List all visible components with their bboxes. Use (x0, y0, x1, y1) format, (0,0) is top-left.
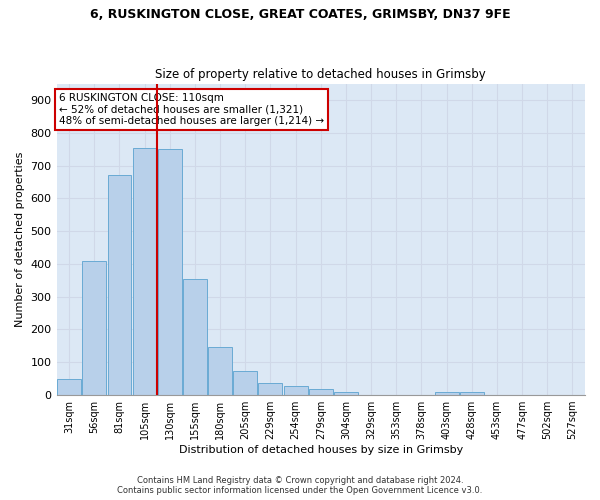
Bar (158, 149, 182, 395)
X-axis label: Distribution of detached houses by size in Grimsby: Distribution of detached houses by size … (179, 445, 463, 455)
Bar (259, 383, 283, 395)
Bar (183, 278, 207, 395)
Y-axis label: Number of detached properties: Number of detached properties (15, 152, 25, 327)
Text: 6 RUSKINGTON CLOSE: 110sqm
← 52% of detached houses are smaller (1,321)
48% of s: 6 RUSKINGTON CLOSE: 110sqm ← 52% of deta… (59, 93, 325, 126)
Bar (460, 392, 484, 395)
Bar (434, 392, 458, 395)
Bar (233, 372, 257, 395)
Bar (82, 260, 106, 395)
Bar (107, 176, 131, 395)
Bar (133, 148, 157, 395)
Title: Size of property relative to detached houses in Grimsby: Size of property relative to detached ho… (155, 68, 486, 81)
Bar (57, 380, 81, 395)
Text: 6, RUSKINGTON CLOSE, GREAT COATES, GRIMSBY, DN37 9FE: 6, RUSKINGTON CLOSE, GREAT COATES, GRIMS… (89, 8, 511, 20)
Text: Contains HM Land Registry data © Crown copyright and database right 2024.
Contai: Contains HM Land Registry data © Crown c… (118, 476, 482, 495)
Bar (309, 389, 333, 395)
Bar (284, 386, 308, 395)
Bar (208, 346, 232, 395)
Bar (334, 392, 358, 395)
